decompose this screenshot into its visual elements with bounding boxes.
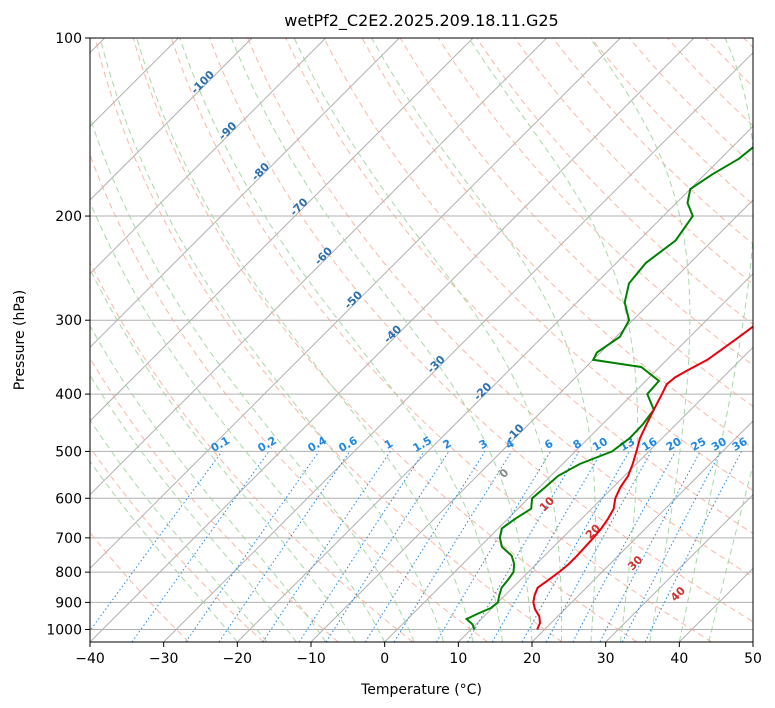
x-tick-label: −40 bbox=[75, 651, 105, 667]
dry-adiabat-line bbox=[628, 38, 753, 166]
y-tick-label: 100 bbox=[55, 31, 82, 47]
isotherm-line bbox=[90, 38, 400, 349]
isotherm-line bbox=[163, 51, 753, 642]
dry-adiabat-line bbox=[170, 38, 712, 642]
y-tick-label: 900 bbox=[55, 595, 82, 611]
isotherm-line bbox=[90, 38, 548, 496]
isobar-grid bbox=[90, 38, 753, 630]
isotherm-line bbox=[605, 493, 753, 642]
x-tick-label: 20 bbox=[523, 651, 541, 667]
y-tick-label: 800 bbox=[55, 565, 82, 581]
y-tick-label: 300 bbox=[55, 313, 82, 329]
x-tick-label: −10 bbox=[296, 651, 326, 667]
moist-adiabat-line bbox=[90, 460, 238, 642]
mixing-ratio-line bbox=[364, 451, 486, 642]
x-axis-ticks: −40 −30 −20 −10 0 10 20 30 40 50 bbox=[75, 642, 762, 667]
dry-adiabat-line bbox=[399, 38, 753, 407]
x-tick-label: 50 bbox=[744, 651, 762, 667]
mixing-ratio-line bbox=[491, 451, 603, 642]
isotherm-line bbox=[90, 38, 253, 201]
dry-adiabat-line bbox=[590, 38, 753, 206]
moist-adiabat-line bbox=[293, 38, 563, 642]
moist-adiabat-line bbox=[468, 38, 639, 642]
dry-adiabats bbox=[90, 38, 753, 642]
moist-adiabat-line bbox=[589, 38, 691, 642]
mixing-ratio-line bbox=[218, 451, 351, 642]
mixing-ratio-line bbox=[521, 451, 630, 642]
dry-adiabat-line bbox=[90, 261, 414, 642]
dry-adiabat-line bbox=[247, 38, 753, 578]
isotherm-line bbox=[384, 272, 753, 642]
y-tick-label: 400 bbox=[55, 387, 82, 403]
moist-adiabat-line bbox=[678, 38, 753, 642]
y-tick-label: 500 bbox=[55, 444, 82, 460]
y-tick-label: 600 bbox=[55, 491, 82, 507]
mixing-ratio-line bbox=[393, 451, 513, 642]
dry-adiabat-line bbox=[90, 446, 264, 642]
moist-adiabat-line bbox=[99, 38, 445, 642]
mixing-ratio-line bbox=[325, 451, 450, 642]
dry-adiabat-line bbox=[514, 38, 753, 285]
mixing-ratio-line bbox=[545, 451, 652, 642]
mixing-ratio-line bbox=[572, 451, 676, 642]
y-tick-label: 200 bbox=[55, 209, 82, 225]
isotherm-line bbox=[90, 38, 695, 642]
x-tick-label: −20 bbox=[223, 651, 253, 667]
moist-adiabat-line bbox=[90, 374, 297, 642]
moist-adiabat-line bbox=[136, 38, 474, 642]
isotherm-line bbox=[457, 346, 753, 642]
mixing-ratio-line bbox=[90, 451, 223, 632]
dry-adiabat-line bbox=[132, 38, 638, 642]
moist-adiabat-line bbox=[230, 38, 533, 642]
plot-frame bbox=[89, 37, 754, 643]
y-tick-label: 1000 bbox=[46, 622, 82, 638]
moist-adiabat-line bbox=[179, 38, 503, 642]
moist-adiabat-line bbox=[90, 115, 415, 642]
x-tick-label: 40 bbox=[670, 651, 688, 667]
moist-adiabat-line bbox=[708, 463, 753, 642]
dry-adiabat-line bbox=[323, 38, 753, 492]
mixing-ratio-line bbox=[435, 451, 552, 642]
moist-adiabat-line bbox=[90, 268, 356, 642]
isotherm-line bbox=[236, 125, 753, 642]
moist-adiabat-line bbox=[90, 201, 386, 642]
isotherm-line bbox=[90, 38, 621, 570]
isotherm-lines bbox=[90, 38, 753, 642]
y-tick-label: 700 bbox=[55, 531, 82, 547]
y-axis-ticks: 100 200 300 400 500 600 700 800 900 1000 bbox=[46, 31, 90, 638]
dry-adiabat-line bbox=[94, 38, 563, 642]
x-tick-label: −30 bbox=[149, 651, 179, 667]
x-tick-label: 0 bbox=[380, 651, 389, 667]
moist-adiabat-line bbox=[371, 38, 597, 642]
moist-adiabats bbox=[90, 38, 753, 642]
dry-adiabat-line bbox=[361, 38, 753, 449]
dewpoint-profile bbox=[464, 146, 753, 630]
dry-adiabat-line bbox=[476, 38, 753, 326]
mixing-ratio-line bbox=[131, 451, 270, 642]
x-tick-label: 10 bbox=[449, 651, 467, 667]
x-tick-label: 30 bbox=[597, 651, 615, 667]
moist-adiabat-line bbox=[90, 324, 327, 642]
temperature-profile bbox=[532, 325, 753, 630]
x-axis-label: Temperature (°C) bbox=[360, 682, 482, 698]
y-axis-label: Pressure (hPa) bbox=[12, 290, 28, 390]
moist-adiabat-line bbox=[90, 419, 268, 642]
isotherm-line bbox=[531, 420, 753, 642]
isotherm-line bbox=[90, 38, 327, 275]
chart-title: wetPf2_C2E2.2025.209.18.11.G25 bbox=[284, 11, 558, 31]
isotherm-line bbox=[90, 38, 474, 422]
